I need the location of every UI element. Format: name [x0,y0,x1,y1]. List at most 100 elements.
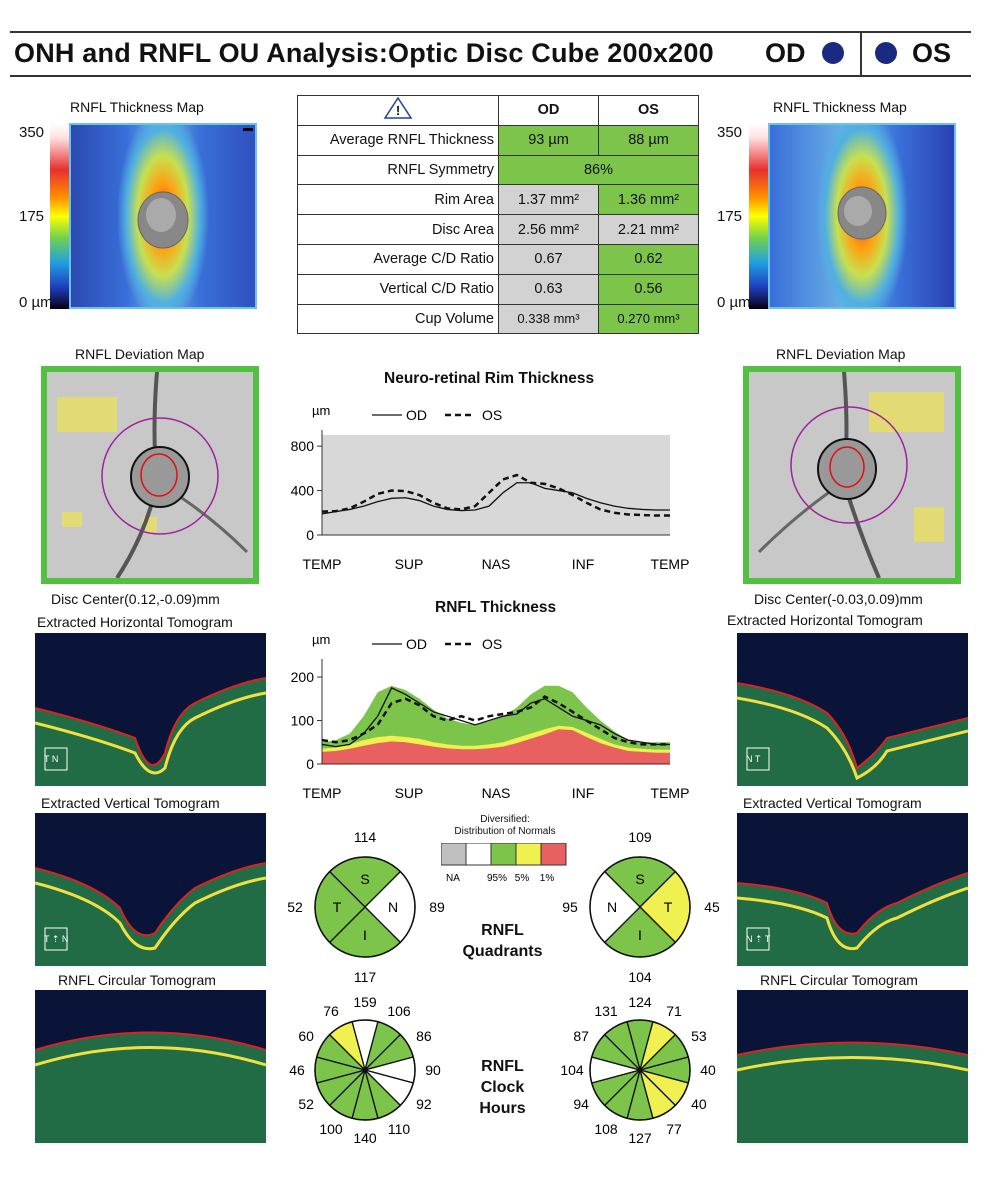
quadrant-letter: N [607,899,617,915]
os-scale-min: 0 µm [717,294,751,311]
x-tick-label: SUP [395,785,424,801]
row-label: Rim Area [297,184,499,216]
clock-hours-label: RNFL Clock Hours [455,1056,550,1119]
os-h-orientation: N T [746,754,761,764]
series-os-line [321,473,670,517]
os-value: 0.56 [598,273,699,305]
clock-value: 52 [298,1096,314,1112]
od-deviation-map [41,366,259,584]
clock-value: 86 [416,1028,432,1044]
y-tick-label: 0 [306,527,314,543]
legend-na: NA [446,873,460,884]
quadrant-value: 109 [628,829,652,845]
y-tick-label: 100 [291,713,315,729]
quadrants-label: RNFL Quadrants [455,920,550,962]
os-value: 0.270 mm³ [598,303,699,335]
table-row: RNFL Symmetry 86% [297,154,699,186]
os-circular-tomogram-title: RNFL Circular Tomogram [760,972,918,988]
os-scale-mid: 175 [717,208,743,225]
clock-value: 60 [298,1028,314,1044]
os-horizontal-tomogram-title: Extracted Horizontal Tomogram [727,612,923,628]
col-header-os: OS [598,95,699,126]
x-tick-label: TEMP [651,556,690,572]
od-rnfl-thickness-map [69,123,257,309]
os-eye-icon [875,42,897,64]
table-row: Average RNFL Thickness 93 µm 88 µm [297,124,699,156]
y-axis-unit: µm [312,403,330,418]
normal-band-red [322,729,670,764]
svg-text:N ⇡ T: N ⇡ T [746,934,771,944]
row-label: Disc Area [297,214,499,245]
y-tick-label: 400 [291,483,315,499]
series-od-line [321,687,670,748]
svg-text:!: ! [396,103,400,118]
table-row: Average C/D Ratio 0.67 0.62 [297,243,699,275]
metrics-table: ! OD OS Average RNFL Thickness 93 µm 88 … [297,95,699,335]
warning-triangle-icon: ! [383,97,413,120]
quadrant-outline [589,856,691,958]
clock-outline [314,1019,416,1121]
legend-95: 95% [487,873,507,884]
row-label: Average C/D Ratio [297,243,499,275]
os-disc-center: Disc Center(-0.03,0.09)mm [754,591,923,607]
table-row: Vertical C/D Ratio 0.63 0.56 [297,273,699,305]
clock-value: 104 [560,1062,584,1078]
od-value: 0.338 mm³ [498,303,599,335]
os-vertical-tomogram-title: Extracted Vertical Tomogram [743,795,922,811]
clock-value: 92 [416,1096,432,1112]
od-circular-tomogram-title: RNFL Circular Tomogram [58,972,216,988]
report-title: ONH and RNFL OU Analysis:Optic Disc Cube… [14,38,714,68]
od-horizontal-tomogram: T N [35,633,266,786]
y-tick-label: 200 [291,669,315,685]
rnfl-thickness-chart: µm OD OS 0 100 200 TEMP SUP NAS INF TEMP [291,632,690,801]
os-horizontal-tomogram: N T [737,633,968,786]
x-tick-label: TEMP [651,785,690,801]
od-scale-min: 0 µm [19,294,53,311]
header-separator [860,33,862,75]
clock-value: 46 [289,1062,305,1078]
quadrant-letter: T [333,899,342,915]
rim-thickness-chart: µm OD OS 0 400 800 TEMP SUP NAS INF TEMP [291,403,690,572]
clock-value: 140 [353,1130,377,1146]
row-label: RNFL Symmetry [297,154,499,186]
os-deviation-map-title: RNFL Deviation Map [776,346,906,362]
x-tick-label: INF [572,556,595,572]
os-rnfl-thickness-map [768,123,956,309]
od-eye-icon [822,42,844,64]
od-value: 0.63 [498,273,599,305]
clock-label-line1: RNFL [481,1058,524,1075]
od-disc-center: Disc Center(0.12,-0.09)mm [51,591,220,607]
clock-value: 71 [666,1003,682,1019]
x-tick-label: SUP [395,556,424,572]
clock-outline [589,1019,691,1121]
od-h-orientation: T N [44,754,58,764]
os-deviation-map [743,366,961,584]
clock-label-line2: Clock [480,1079,525,1096]
quadrants-label-line2: Quadrants [462,943,543,960]
quadrant-value: 52 [287,899,303,915]
legend-1: 1% [540,873,555,884]
od-deviation-map-title: RNFL Deviation Map [75,346,205,362]
rnfl-chart-title: RNFL Thickness [435,599,557,616]
row-label: Vertical C/D Ratio [297,273,499,305]
normals-legend: NA 95% 5% 1% [441,843,567,884]
quadrant-letter: S [360,871,369,887]
legend-title-line2: Distribution of Normals [454,826,556,837]
series-os-line [321,695,670,746]
clock-value: 40 [691,1096,707,1112]
row-label: Cup Volume [297,303,499,335]
od-horizontal-tomogram-title: Extracted Horizontal Tomogram [37,614,233,630]
y-tick-label: 0 [306,756,314,772]
table-row: Rim Area 1.37 mm² 1.36 mm² [297,184,699,216]
series-od-line [321,482,670,515]
rim-chart-title: Neuro-retinal Rim Thickness [384,370,595,387]
quadrant-value: 45 [704,899,720,915]
od-value: 93 µm [498,124,599,156]
clock-value: 100 [319,1121,343,1137]
legend-title-line1: Diversified: [480,814,530,825]
od-quadrant-chart: S 114 N 89 I 117 T 52 [287,829,445,985]
clock-value: 159 [353,994,377,1010]
od-vertical-tomogram-title: Extracted Vertical Tomogram [41,795,220,811]
clock-value: 131 [594,1003,618,1019]
quadrant-outline [314,856,416,958]
